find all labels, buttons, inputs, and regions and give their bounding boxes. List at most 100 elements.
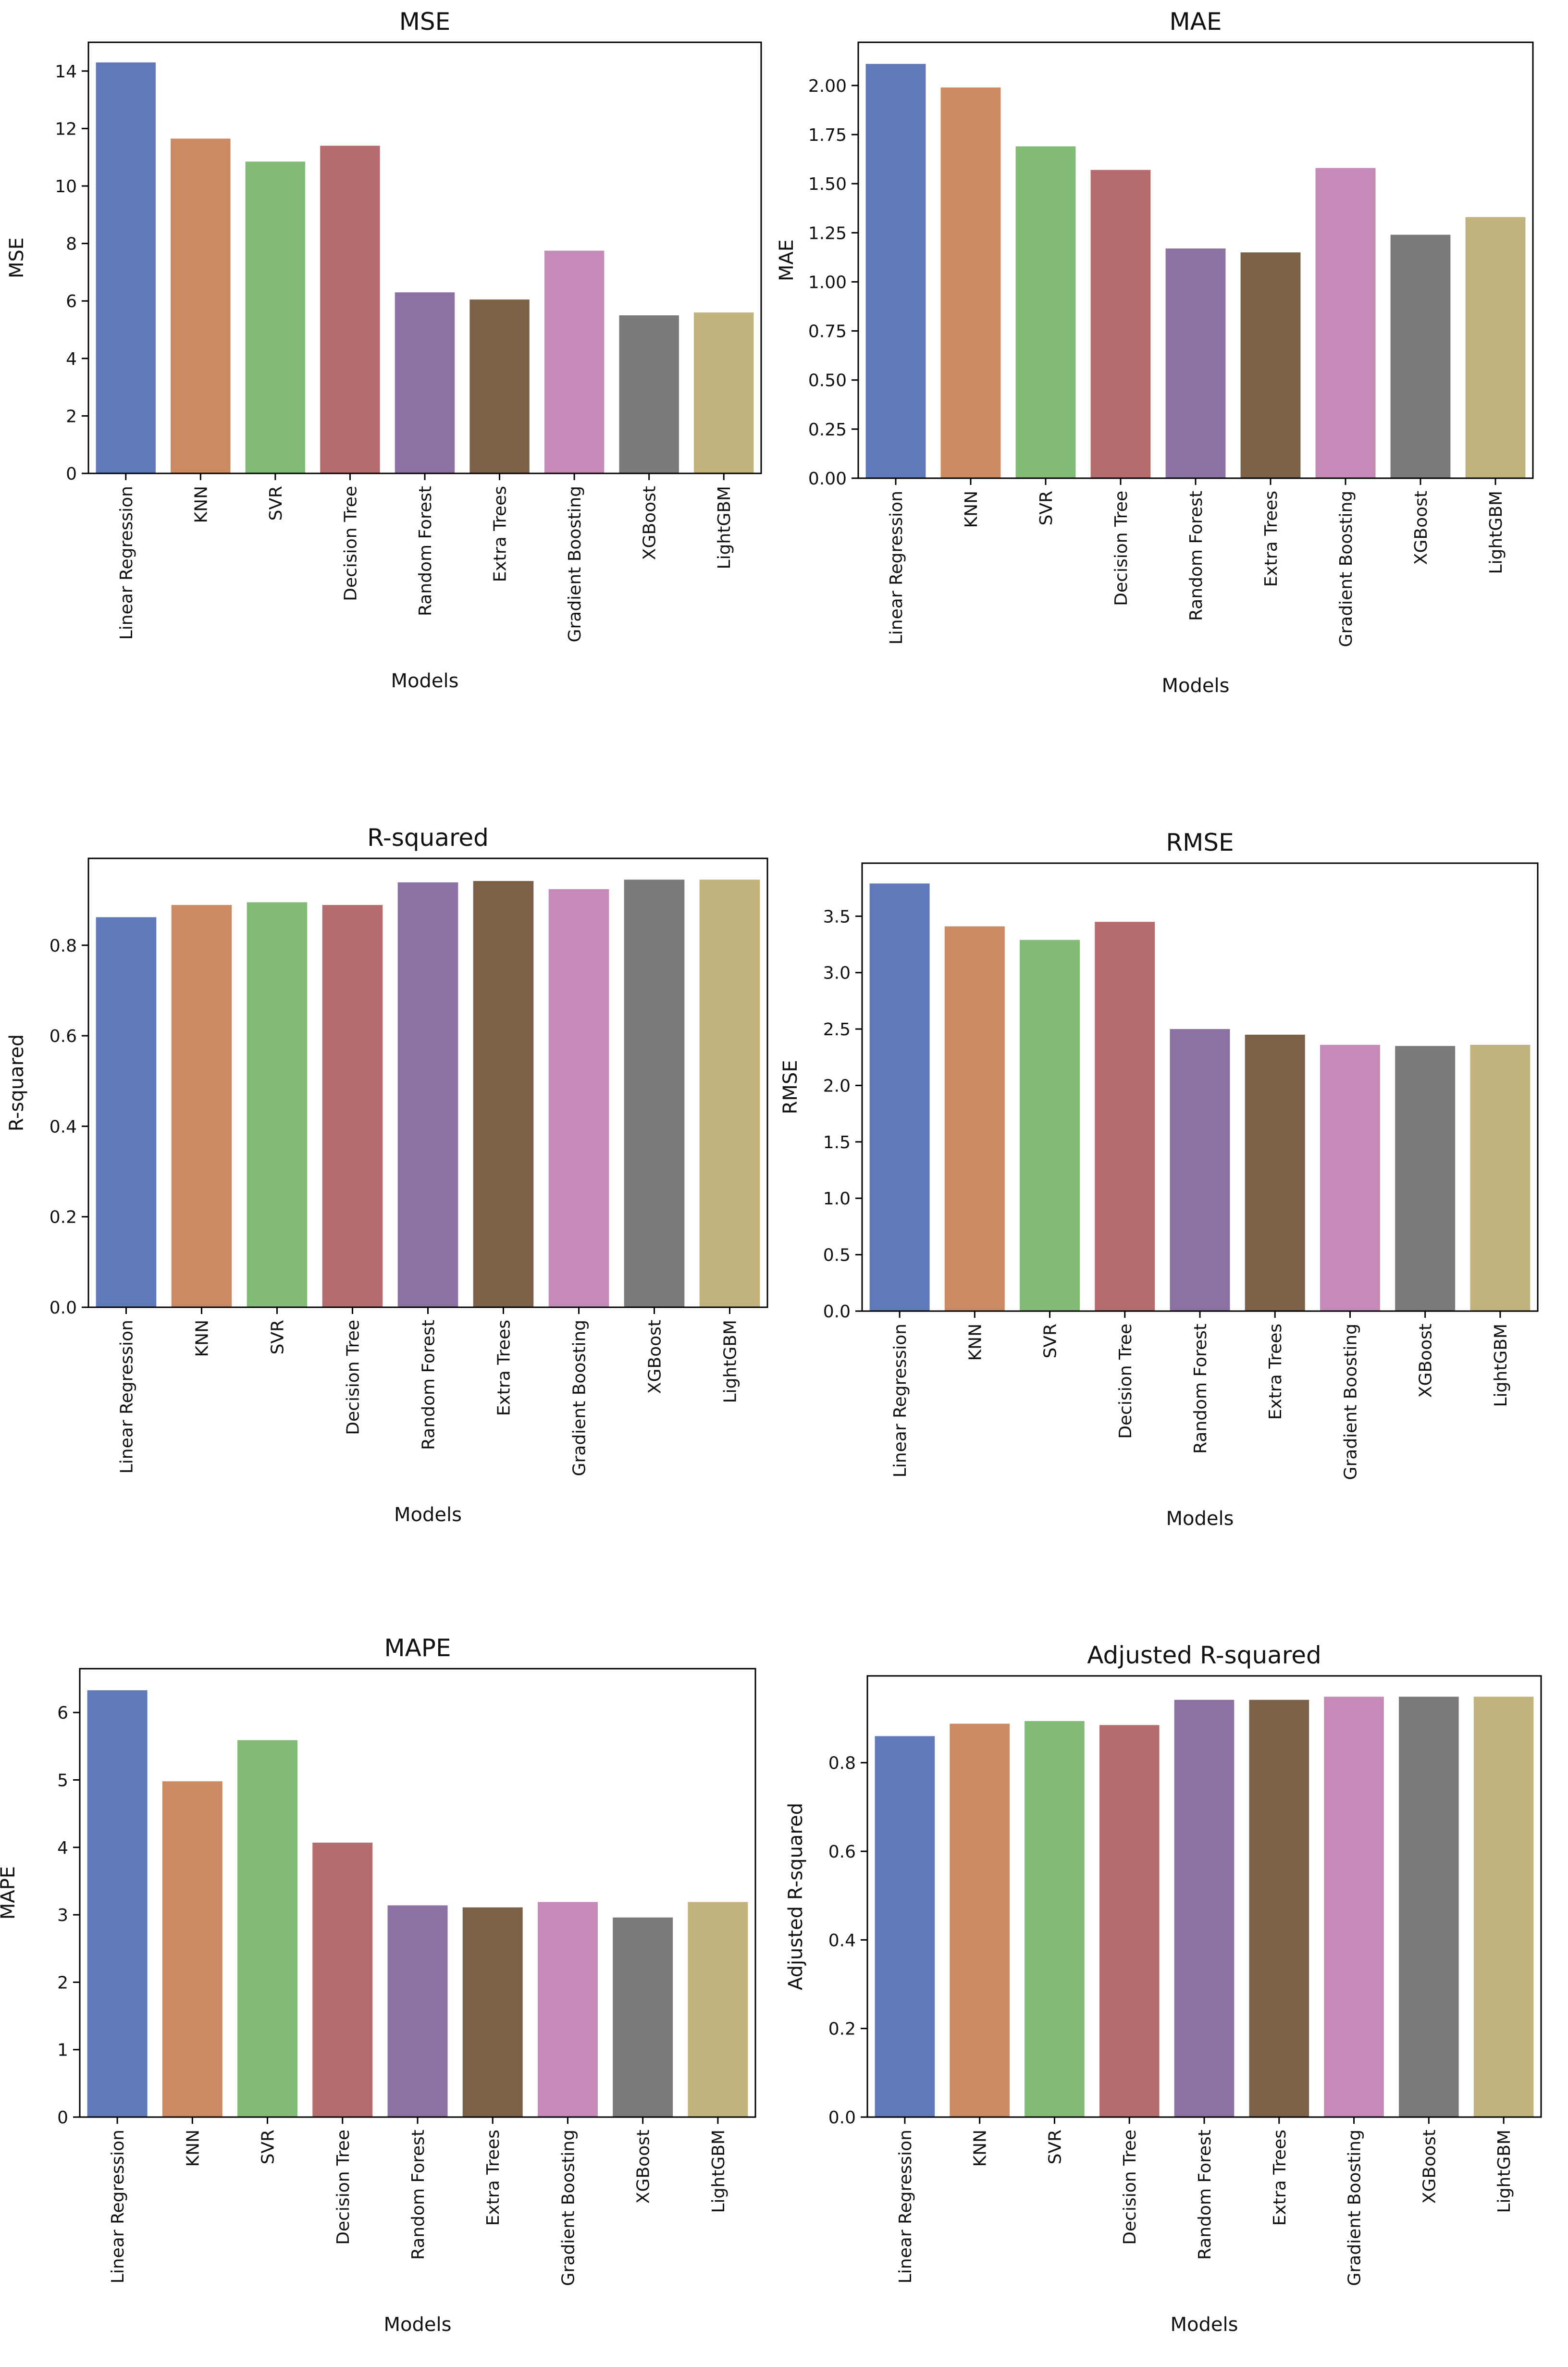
mse-bar-decision-tree <box>320 146 380 473</box>
r-squared-bar-linear-regression <box>96 917 157 1307</box>
mse-bar-lightgbm <box>694 312 754 473</box>
mape-xtick-label-decision-tree: Decision Tree <box>333 2130 353 2245</box>
mape-xlabel: Models <box>384 2314 452 2336</box>
mae-chart: MAE 0.00 0.25 0.50 0.75 1.00 1.25 1.50 1.75 2.00 L… <box>776 8 1534 697</box>
r-squared-bar-svr <box>247 902 308 1307</box>
mape-xtick-label-svr: SVR <box>259 2130 278 2165</box>
r-squared-xtick-label-linear-regression: Linear Regression <box>117 1320 137 1474</box>
r-squared-xtick-label-knn: KNN <box>193 1320 212 1357</box>
mae-bar-lightgbm <box>1465 217 1526 478</box>
r-squared-bar-extra-trees <box>473 881 534 1307</box>
mape-xtick-label-knn: KNN <box>183 2130 203 2167</box>
rmse-ytick-label: 1.5 <box>823 1133 851 1153</box>
mse-xtick-label-xgboost: XGBoost <box>640 486 660 560</box>
rmse-xtick-label-decision-tree: Decision Tree <box>1116 1324 1136 1439</box>
mse-bar-gradient-boosting <box>544 250 605 473</box>
r-squared-bar-random-forest <box>397 882 458 1307</box>
mse-xtick-label-linear-regression: Linear Regression <box>117 486 136 640</box>
mae-xtick-label-decision-tree: Decision Tree <box>1111 491 1131 606</box>
mape-chart: MAPE 0 1 2 3 4 5 6 Linear Regression KNN SVR Decisi… <box>0 1634 756 2336</box>
adjusted-r-squared-bar-random-forest <box>1174 1699 1235 2117</box>
mse-ytick-label: 4 <box>66 349 77 369</box>
mse-bar-linear-regression <box>96 62 156 474</box>
mae-bar-xgboost <box>1390 235 1451 478</box>
mae-xtick-label-random-forest: Random Forest <box>1186 491 1206 621</box>
mape-ytick-label: 1 <box>57 2041 68 2060</box>
adjusted-r-squared-ytick-label: 0.8 <box>828 1754 856 1773</box>
adjusted-r-squared-ytick-label: 0.0 <box>828 2108 856 2128</box>
mse-xtick-label-decision-tree: Decision Tree <box>341 486 360 601</box>
mse-ytick-label: 6 <box>66 292 77 311</box>
mse-ytick-label: 14 <box>55 62 77 82</box>
mape-xtick-label-lightgbm: LightGBM <box>709 2130 728 2213</box>
mae-ytick-label: 1.25 <box>808 223 847 243</box>
mae-xtick-label-lightgbm: LightGBM <box>1486 491 1506 574</box>
r-squared-bar-gradient-boosting <box>548 889 609 1307</box>
mape-xtick-label-gradient-boosting: Gradient Boosting <box>558 2130 578 2286</box>
mape-title: MAPE <box>384 1634 451 1662</box>
mae-bar-gradient-boosting <box>1315 168 1376 478</box>
rmse-chart: RMSE 0.0 0.5 1.0 1.5 2.0 2.5 3.0 3.5 Linear Regre… <box>779 829 1539 1530</box>
adjusted-r-squared-xtick-label-random-forest: Random Forest <box>1195 2130 1215 2260</box>
mae-bar-decision-tree <box>1090 170 1151 478</box>
r-squared-xtick-label-svr: SVR <box>268 1320 288 1355</box>
mae-ytick-label: 0.50 <box>808 371 847 391</box>
mae-ytick-label: 1.50 <box>808 174 847 194</box>
rmse-ytick-label: 0.0 <box>823 1302 851 1322</box>
mae-ytick-label: 1.00 <box>808 273 847 292</box>
mape-bar-random-forest <box>387 1905 448 2117</box>
mse-bar-svr <box>245 161 306 473</box>
rmse-ytick-label: 3.0 <box>823 964 851 983</box>
mse-ytick-label: 2 <box>66 407 77 426</box>
mse-ylabel: MSE <box>6 237 28 278</box>
mape-bar-lightgbm <box>688 1902 748 2117</box>
mse-bar-extra-trees <box>469 299 530 473</box>
mse-ytick-label: 0 <box>66 464 77 484</box>
adjusted-r-squared-xtick-label-linear-regression: Linear Regression <box>896 2130 915 2283</box>
adjusted-r-squared-bar-lightgbm <box>1473 1697 1534 2117</box>
mse-xtick-label-svr: SVR <box>266 486 286 521</box>
mae-xtick-label-knn: KNN <box>962 491 981 528</box>
r-squared-xtick-label-extra-trees: Extra Trees <box>494 1320 514 1416</box>
rmse-ytick-label: 2.5 <box>823 1020 851 1040</box>
rmse-title: RMSE <box>1166 829 1234 856</box>
adjusted-r-squared-xtick-label-decision-tree: Decision Tree <box>1120 2130 1140 2245</box>
mape-ytick-label: 3 <box>57 1906 68 1925</box>
r-squared-xtick-label-random-forest: Random Forest <box>419 1320 439 1450</box>
mape-ytick-label: 2 <box>57 1973 68 1993</box>
mae-ytick-label: 2.00 <box>808 76 847 96</box>
r-squared-ylabel: R-squared <box>6 1034 28 1131</box>
rmse-bar-extra-trees <box>1245 1034 1305 1311</box>
rmse-bar-xgboost <box>1395 1046 1456 1311</box>
rmse-xtick-label-linear-regression: Linear Regression <box>890 1324 910 1477</box>
mae-xtick-label-linear-regression: Linear Regression <box>887 491 906 644</box>
r-squared-xtick-label-decision-tree: Decision Tree <box>344 1320 363 1435</box>
mae-xtick-label-extra-trees: Extra Trees <box>1261 491 1281 587</box>
adjusted-r-squared-xtick-label-gradient-boosting: Gradient Boosting <box>1345 2130 1365 2286</box>
r-squared-chart: R-squared 0.0 0.2 0.4 0.6 0.8 Linear Regressio… <box>6 824 768 1526</box>
mape-ytick-label: 0 <box>57 2108 68 2128</box>
r-squared-ytick-label: 0.6 <box>49 1027 77 1046</box>
mape-ytick-label: 5 <box>57 1771 68 1790</box>
adjusted-r-squared-ytick-label: 0.2 <box>828 2020 856 2039</box>
mse-ytick-label: 8 <box>66 235 77 254</box>
mae-xlabel: Models <box>1162 675 1230 697</box>
r-squared-xtick-label-lightgbm: LightGBM <box>721 1320 741 1403</box>
mape-xtick-label-random-forest: Random Forest <box>408 2130 428 2260</box>
mse-ytick-label: 10 <box>55 177 77 197</box>
rmse-xtick-label-knn: KNN <box>965 1324 985 1361</box>
mae-ylabel: MAE <box>776 239 798 281</box>
r-squared-ytick-label: 0.2 <box>49 1208 77 1227</box>
rmse-xtick-label-random-forest: Random Forest <box>1191 1324 1210 1454</box>
r-squared-bar-knn <box>171 905 232 1307</box>
r-squared-xtick-label-gradient-boosting: Gradient Boosting <box>570 1320 590 1476</box>
mape-bar-extra-trees <box>462 1907 523 2117</box>
rmse-ylabel: RMSE <box>779 1060 802 1115</box>
adjusted-r-squared-ylabel: Adjusted R-squared <box>785 1803 807 1990</box>
r-squared-title: R-squared <box>367 824 489 852</box>
rmse-ytick-label: 0.5 <box>823 1246 851 1265</box>
adjusted-r-squared-xtick-label-extra-trees: Extra Trees <box>1270 2130 1290 2226</box>
rmse-bar-knn <box>944 926 1005 1311</box>
mse-xlabel: Models <box>391 670 459 692</box>
adjusted-r-squared-bar-svr <box>1025 1721 1085 2117</box>
